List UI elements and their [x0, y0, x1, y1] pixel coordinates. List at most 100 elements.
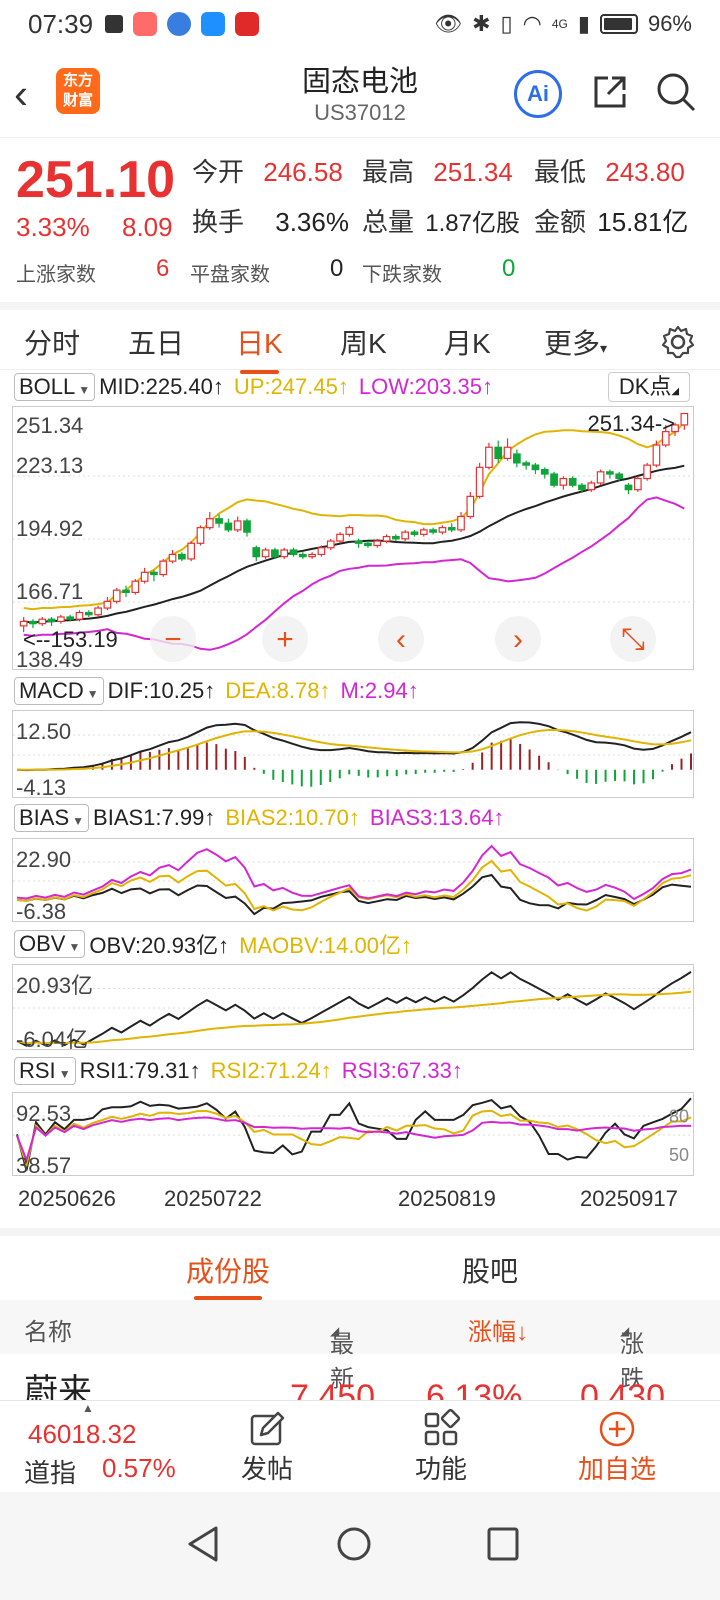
candle-body [280, 549, 289, 558]
tab-more[interactable]: 更多▾ [544, 322, 607, 362]
change-percent: 3.33% [16, 212, 90, 242]
rsi-selector[interactable]: RSI ▼ [14, 1057, 76, 1085]
tab-five-day[interactable]: 五日 [128, 328, 185, 359]
candle-body [475, 466, 484, 497]
app-notify-icon [167, 12, 192, 36]
zoom-out-icon[interactable] [150, 616, 196, 662]
boll-up-line [23, 421, 686, 611]
candle-body [308, 553, 316, 558]
function-button[interactable]: 功能 [386, 1409, 496, 1486]
logo-text: 东方 [62, 72, 93, 89]
index-value[interactable]: 46018.32 [28, 1419, 137, 1449]
candle-body [466, 495, 475, 518]
candle-body [550, 473, 558, 486]
macd-selector[interactable]: MACD ▼ [14, 677, 104, 705]
tab-intraday[interactable]: 分时 [24, 328, 81, 359]
rsi3: RSI3:67.33↑ [341, 1058, 463, 1083]
tab-monthly-k[interactable]: 月K [444, 328, 491, 359]
fullscreen-icon[interactable] [610, 616, 656, 662]
obv-selector[interactable]: OBV ▼ [14, 930, 86, 958]
nav-recents-icon[interactable] [486, 1524, 520, 1564]
boll-selector[interactable]: BOLL ▼ [14, 373, 96, 401]
gear-icon[interactable] [660, 324, 696, 360]
obv-chart[interactable]: 20.93亿 -6.04亿 [12, 964, 695, 1052]
tab-daily-k[interactable]: 日K [236, 322, 283, 374]
tab-constituents[interactable]: 成份股 [186, 1250, 270, 1300]
k-chart[interactable]: 251.34 223.13 194.92 166.71 138.49 251.34-> <-… [12, 406, 695, 672]
low-value: 243.80 [605, 157, 685, 187]
high-label: 最高 [362, 157, 415, 187]
candle-body [336, 533, 344, 542]
logo-text: 财富 [62, 92, 93, 109]
macd-chart-svg: 12.50 -4.13 [13, 719, 695, 800]
add-watchlist-button[interactable]: 加自选 [562, 1409, 672, 1486]
candle-body [177, 553, 186, 560]
candle-body [438, 527, 447, 533]
macd-legend: MACD ▼ DIF:10.25↑ DEA:8.78↑ M:2.94↑ [14, 676, 429, 706]
candle-body [680, 412, 689, 426]
column-last-label: 最新 [330, 1331, 354, 1393]
tab-forum[interactable]: 股吧 [462, 1256, 519, 1287]
candle-body [66, 616, 75, 620]
candle-body [47, 618, 56, 623]
notification-icons [105, 12, 260, 36]
function-label: 功能 [414, 1454, 467, 1484]
dk-point-button[interactable]: DK点◢ [608, 372, 690, 402]
ai-button[interactable]: Ai [514, 70, 562, 118]
y-tick-label: 92.53 [16, 1101, 71, 1126]
macd-m: M:2.94↑ [340, 678, 419, 703]
post-button[interactable]: 发帖 [212, 1409, 322, 1486]
app-notify-icon [235, 12, 260, 36]
signal-icon: ▮ [577, 11, 590, 36]
date-tick: 20250917 [580, 1186, 678, 1211]
bias-chart[interactable]: 22.90 -6.38 [12, 838, 695, 924]
tab-more-label: 更多 [544, 328, 601, 359]
eye-icon: 👁 [434, 11, 463, 36]
obv-legend: OBV ▼ OBV:20.93亿↑ MAOBV:14.00亿↑ [14, 929, 422, 959]
candle-body [568, 477, 577, 486]
collapse-icon[interactable]: ▲ [82, 1401, 94, 1415]
scroll-right-icon[interactable] [495, 616, 541, 662]
dif-line [16, 721, 692, 772]
search-icon[interactable] [654, 70, 698, 114]
candle-body [131, 580, 140, 594]
macd-chart[interactable]: 12.50 -4.13 [12, 710, 695, 800]
candle-body [606, 471, 614, 475]
app-logo[interactable]: 东方 财富 [56, 68, 100, 114]
candle-body [84, 611, 93, 616]
table-row[interactable]: 蔚来 7.450 6.13% 0.430 [0, 1354, 720, 1404]
candle-body [447, 527, 456, 531]
share-icon[interactable] [590, 72, 630, 112]
up-count-label: 上涨家数 [16, 264, 96, 286]
rsi-legend: RSI ▼ RSI1:79.31↑ RSI2:71.24↑ RSI3:67.33↑ [14, 1056, 473, 1086]
stock-name: 蔚来 [24, 1373, 92, 1404]
rsi2: RSI2:71.24↑ [210, 1058, 332, 1083]
flat-count: 0 [330, 255, 344, 282]
bias-selector[interactable]: BIAS ▼ [14, 804, 90, 832]
column-name: 名称 [24, 1319, 72, 1346]
tab-weekly-k[interactable]: 周K [340, 328, 387, 359]
scroll-right-icon-glyph: › [513, 623, 523, 656]
column-pct-sorted[interactable]: 涨幅↓ [468, 1319, 528, 1346]
rsi3-line [16, 1116, 692, 1164]
flat-count-label: 平盘家数 [190, 264, 270, 286]
candle-body [540, 468, 549, 475]
nav-back-icon[interactable] [186, 1524, 220, 1564]
candle-body [233, 520, 242, 531]
back-chevron-icon[interactable]: ‹ [14, 70, 28, 117]
scroll-left-icon[interactable] [378, 616, 424, 662]
boll-up: UP:247.45↑ [233, 374, 349, 399]
zoom-in-icon[interactable] [262, 616, 308, 662]
caret-down-icon: ▼ [68, 940, 81, 954]
rsi-level-label: 50 [669, 1145, 689, 1165]
boll-mid: MID:225.40↑ [99, 374, 224, 399]
macd-dif: DIF:10.25↑ [107, 678, 216, 703]
bias2-line [16, 859, 692, 912]
candle-body [494, 446, 503, 460]
candle-body [112, 589, 121, 602]
stock-last: 7.450 [290, 1378, 376, 1404]
y-tick-label: -6.38 [16, 899, 66, 923]
nav-home-icon[interactable] [336, 1524, 372, 1564]
rsi-chart[interactable]: 92.53 38.57 80 50 [12, 1092, 695, 1178]
y-tick-label: 194.92 [16, 516, 83, 541]
